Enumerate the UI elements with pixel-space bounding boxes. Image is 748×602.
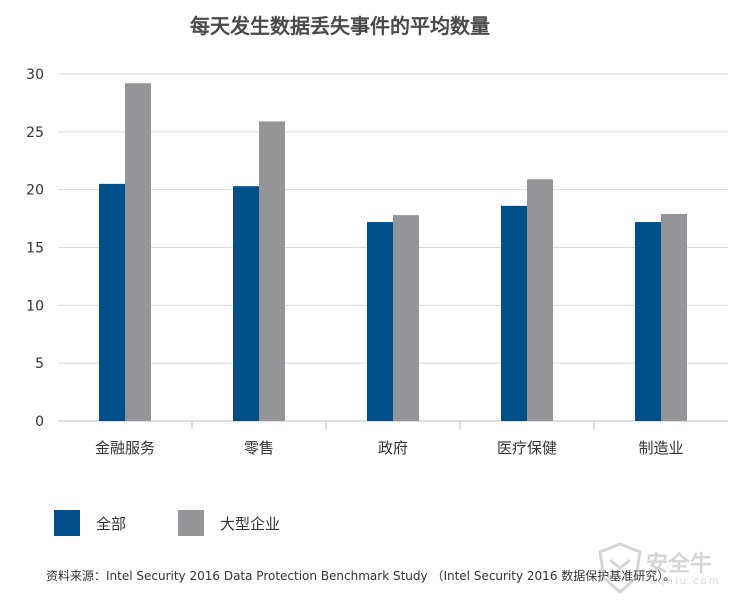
chart-title: 每天发生数据丢失事件的平均数量 [190,14,490,38]
legend-item-all: 全部 [54,510,126,536]
y-tick-label: 25 [26,125,44,141]
y-tick-label: 5 [35,356,44,372]
y-tick-label: 0 [35,414,44,430]
legend-swatch-all [54,510,80,536]
watermark-text: 安全牛 [646,552,713,577]
legend-label-large-enterprise: 大型企业 [220,514,281,533]
bar [233,186,259,421]
watermark: 安全牛 aqniu.com [596,540,744,598]
x-tick-label: 政府 [378,439,408,457]
y-tick-label: 30 [26,67,44,83]
shield-logo-icon [598,542,642,594]
legend-item-large-enterprise: 大型企业 [178,510,280,536]
bar [125,83,151,422]
x-tick-label: 制造业 [638,439,683,457]
bar [99,183,125,421]
bar [367,222,393,421]
bar [661,213,687,421]
bar [527,179,553,421]
watermark-sub: aqniu.com [650,576,721,587]
bar [259,121,285,421]
x-tick-label: 零售 [244,439,274,457]
legend-swatch-large-enterprise [178,510,204,536]
bar [501,205,527,421]
bar [635,222,661,421]
y-tick-label: 15 [26,241,44,257]
x-tick-label: 医疗保健 [497,439,557,457]
x-tick-label: 金融服务 [95,439,155,457]
y-tick-label: 10 [26,298,44,314]
bar [393,215,419,421]
y-tick-label: 20 [26,183,44,199]
bar-chart: 0 5 10 15 20 25 30 金融服务 零售 政府 医疗保健 制造业 [26,67,728,457]
legend-label-all: 全部 [96,514,127,533]
source-note: 资料来源：Intel Security 2016 Data Protection… [46,569,676,583]
